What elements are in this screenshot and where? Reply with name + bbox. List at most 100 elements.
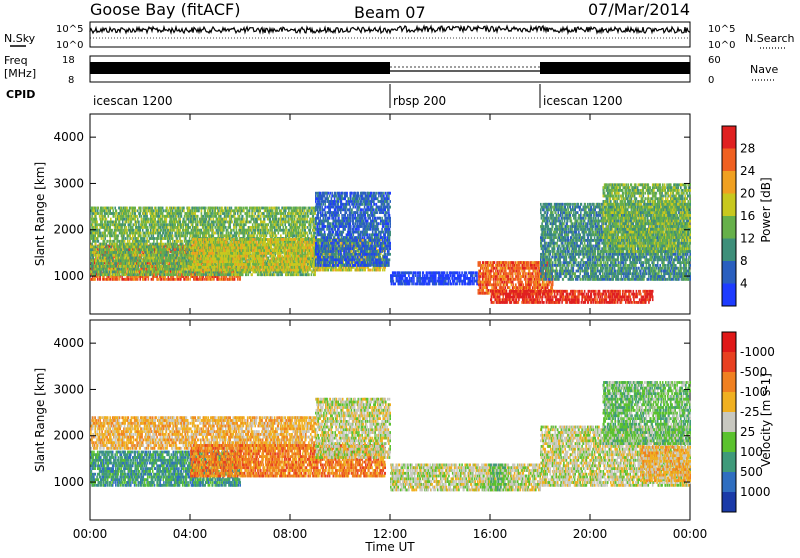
heatmap-cell	[138, 273, 140, 276]
heatmap-cell	[144, 232, 146, 235]
heatmap-cell	[185, 257, 187, 260]
heatmap-cell	[118, 234, 120, 237]
heatmap-cell	[148, 278, 150, 281]
nsky-tick-bottom: 10^0	[56, 40, 83, 51]
heatmap-cell	[153, 240, 155, 243]
heatmap-cell	[103, 237, 105, 240]
heatmap-cell	[121, 254, 123, 257]
heatmap-cell	[107, 246, 109, 249]
heatmap-cell	[137, 271, 139, 274]
heatmap-cell	[142, 265, 144, 268]
heatmap-cell	[192, 209, 194, 212]
heatmap-cell	[95, 243, 97, 246]
heatmap-cell	[173, 268, 175, 271]
heatmap-cell	[176, 215, 178, 218]
heatmap-cell	[156, 273, 158, 276]
heatmap-cell	[96, 226, 98, 229]
heatmap-cell	[118, 248, 120, 251]
heatmap-cell	[199, 207, 201, 210]
heatmap-cell	[184, 240, 186, 243]
heatmap-cell	[224, 212, 226, 215]
heatmap-cell	[107, 248, 109, 251]
heatmap-cell	[167, 248, 169, 251]
heatmap-cell	[146, 212, 148, 215]
heatmap-cell	[140, 232, 142, 235]
heatmap-cell	[234, 278, 236, 281]
nsearch-tick-top: 10^5	[708, 24, 735, 35]
heatmap-cell	[116, 243, 118, 246]
heatmap-cell	[106, 218, 108, 221]
heatmap-cell	[172, 234, 174, 237]
heatmap-cell	[136, 215, 138, 218]
heatmap-cell	[179, 232, 181, 235]
heatmap-cell	[107, 259, 109, 262]
heatmap-cell	[144, 273, 146, 276]
heatmap-cell	[132, 234, 134, 237]
heatmap-cell	[184, 251, 186, 254]
heatmap-cell	[219, 207, 221, 210]
heatmap-cell	[93, 259, 95, 262]
heatmap-cell	[103, 246, 105, 249]
heatmap-cell	[91, 215, 93, 218]
heatmap-cell	[134, 212, 136, 215]
heatmap-cell	[99, 215, 101, 218]
heatmap-cell	[211, 278, 213, 281]
heatmap-cell	[133, 265, 135, 268]
heatmap-cell	[198, 234, 200, 237]
heatmap-cell	[184, 246, 186, 249]
heatmap-cell	[137, 218, 139, 221]
heatmap-cell	[211, 232, 213, 235]
heatmap-cell	[97, 273, 99, 276]
heatmap-cell	[97, 278, 99, 281]
heatmap-cell	[181, 248, 183, 251]
heatmap-cell	[178, 215, 180, 218]
heatmap-cell	[129, 209, 131, 212]
heatmap-cell	[189, 207, 191, 210]
heatmap-cell	[91, 271, 93, 274]
heatmap-cell	[123, 215, 125, 218]
heatmap-cell	[187, 262, 189, 265]
heatmap-cell	[176, 254, 178, 257]
heatmap-cell	[92, 265, 94, 268]
heatmap-cell	[182, 243, 184, 246]
heatmap-cell	[165, 248, 167, 251]
heatmap-cell	[148, 229, 150, 232]
heatmap-cell	[100, 254, 102, 257]
heatmap-cell	[158, 237, 160, 240]
heatmap-cell	[161, 278, 163, 281]
heatmap-cell	[160, 246, 162, 249]
heatmap-cell	[174, 207, 176, 210]
heatmap-cell	[189, 237, 191, 240]
heatmap-cell	[192, 223, 194, 226]
heatmap-cell	[162, 212, 164, 215]
heatmap-cell	[138, 237, 140, 240]
heatmap-cell	[179, 221, 181, 224]
heatmap-cell	[174, 229, 176, 232]
heatmap-cell	[94, 234, 96, 237]
heatmap-cell	[173, 259, 175, 262]
heatmap-cell	[149, 273, 151, 276]
heatmap-cell	[183, 207, 185, 210]
heatmap-cell	[93, 262, 95, 265]
freq-tick-top: 18	[62, 55, 75, 66]
heatmap-cell	[130, 254, 132, 257]
heatmap-cell	[113, 265, 115, 268]
heatmap-cell	[188, 223, 190, 226]
heatmap-cell	[167, 226, 169, 229]
heatmap-cell	[129, 234, 131, 237]
heatmap-cell	[139, 215, 141, 218]
heatmap-cell	[206, 218, 208, 221]
heatmap-cell	[146, 209, 148, 212]
heatmap-cell	[153, 257, 155, 260]
heatmap-cell	[124, 273, 126, 276]
heatmap-cell	[131, 248, 133, 251]
heatmap-cell	[156, 223, 158, 226]
heatmap-cell	[170, 248, 172, 251]
heatmap-cell	[212, 226, 214, 229]
heatmap-cell	[194, 221, 196, 224]
heatmap-cell	[183, 218, 185, 221]
heatmap-cell	[146, 237, 148, 240]
heatmap-cell	[168, 240, 170, 243]
heatmap-cell	[104, 240, 106, 243]
heatmap-cell	[126, 212, 128, 215]
